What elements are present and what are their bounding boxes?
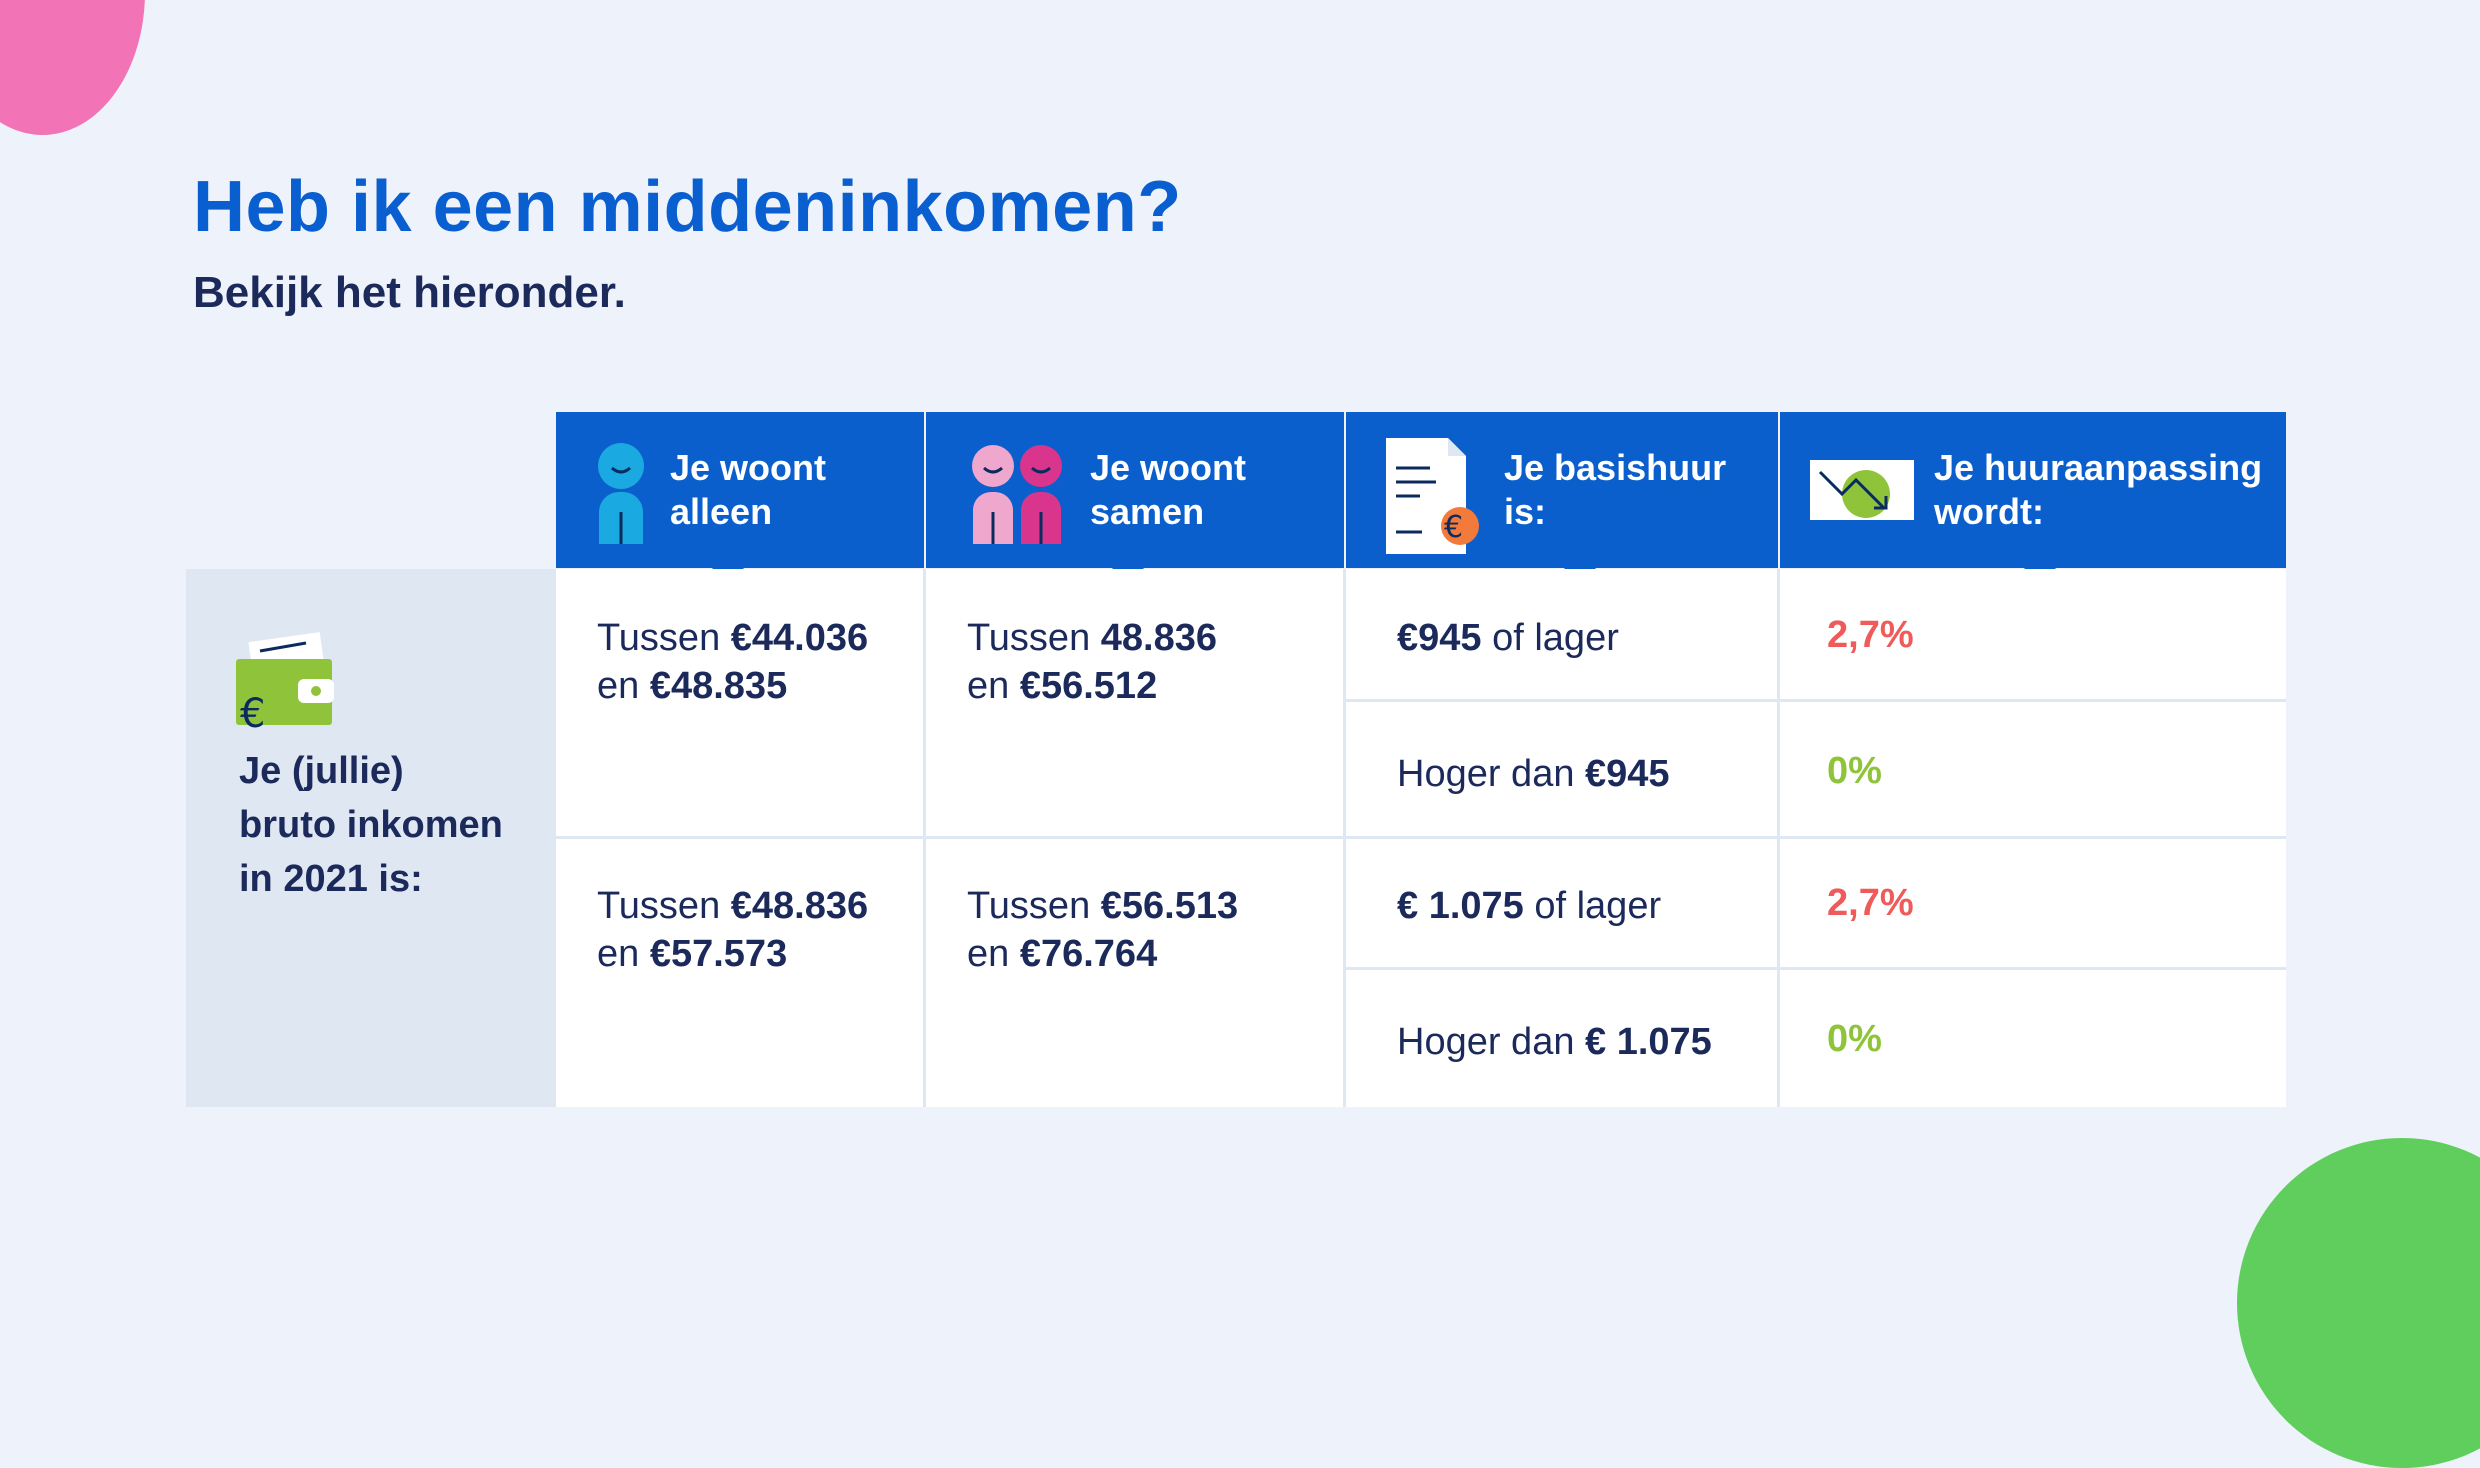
header-label-line1: Je woont <box>1090 447 1247 488</box>
header-huuraanpassing: Je huuraanpassing wordt: <box>1780 412 2286 584</box>
row-label-line1: Je (jullie) <box>239 750 404 792</box>
row-label-line3: in 2021 is: <box>239 858 423 900</box>
two-persons-icon <box>972 445 1062 544</box>
income-row-label: € Je (jullie) bruto inkomen in 2021 is: <box>186 569 572 1107</box>
header-label-line1: Je woont <box>670 447 827 488</box>
income-alleen-range: Tussen €48.836 en €57.573 <box>597 885 869 975</box>
svg-text:€: € <box>240 691 265 731</box>
header-woont-alleen: Je woont alleen <box>556 412 924 584</box>
rent-document-icon: € <box>1386 438 1479 554</box>
row-divider <box>1346 699 2286 702</box>
basishuur-value: Hoger dan € 1.075 <box>1397 1021 1712 1063</box>
basishuur-value: € 1.075 of lager <box>1397 885 1662 927</box>
header-woont-samen: Je woont samen <box>926 412 1344 584</box>
page-subtitle: Bekijk het hieronder. <box>193 268 626 317</box>
header-label-line2: is: <box>1504 491 1547 532</box>
huuraanpassing-value: 2,7% <box>1827 882 1914 924</box>
trend-down-icon <box>1810 460 1914 520</box>
header-label-line2: samen <box>1090 491 1205 532</box>
row-label-line2: bruto inkomen <box>239 804 503 846</box>
income-alleen-range: Tussen €44.036 en €48.835 <box>597 617 869 707</box>
huuraanpassing-value: 0% <box>1827 1018 1882 1060</box>
huuraanpassing-value: 2,7% <box>1827 614 1914 656</box>
header-label-line1: Je basishuur <box>1504 447 1727 488</box>
decorative-green-circle <box>2237 1138 2480 1468</box>
wallet-icon: € <box>236 632 334 731</box>
huuraanpassing-value: 0% <box>1827 750 1882 792</box>
header-label-line2: alleen <box>670 491 773 532</box>
income-samen-range: Tussen 48.836 en €56.512 <box>967 617 1217 707</box>
svg-text:€: € <box>1444 510 1463 545</box>
header-label-line1: Je huuraanpassing <box>1934 447 2263 488</box>
decorative-pink-circle <box>0 0 145 135</box>
income-samen-range: Tussen €56.513 en €76.764 <box>967 885 1239 975</box>
row-divider <box>1346 967 2286 970</box>
basishuur-value: Hoger dan €945 <box>1397 753 1670 795</box>
header-basishuur: € Je basishuur is: <box>1346 412 1778 584</box>
header-label-line2: wordt: <box>1934 491 2044 532</box>
page-title: Heb ik een middeninkomen? <box>193 167 1182 247</box>
group-divider <box>556 836 2286 839</box>
basishuur-value: €945 of lager <box>1397 617 1619 659</box>
single-person-icon <box>598 443 644 544</box>
